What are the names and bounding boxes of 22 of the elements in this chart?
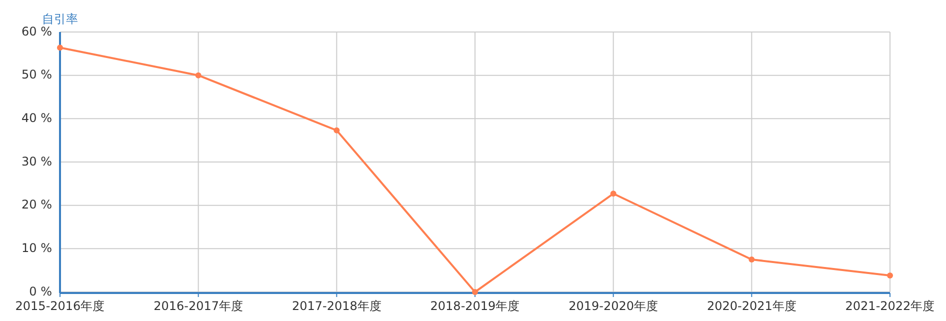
point [57, 44, 63, 51]
x-tick-label: 2015-2016年度 [15, 299, 105, 313]
x-tick-label: 2017-2018年度 [292, 299, 382, 313]
x-tick-label: 2016-2017年度 [154, 299, 244, 313]
x-tick-label: 2021-2022年度 [845, 299, 935, 313]
x-tick-label: 2018-2019年度 [430, 299, 520, 313]
point [887, 272, 893, 279]
x-tick-label: 2019-2020年度 [568, 299, 658, 313]
point [610, 190, 616, 197]
y-tick-label: 60 % [22, 24, 52, 38]
y-tick-label: 50 % [22, 68, 52, 82]
y-axis-title: 自引率 [42, 12, 78, 26]
point [472, 289, 478, 295]
point [334, 127, 340, 134]
y-tick-label: 20 % [22, 198, 52, 212]
y-tick-label: 0 % [29, 284, 52, 298]
y-tick-label: 40 % [22, 110, 52, 125]
y-tick-label: 10 % [22, 240, 52, 255]
point [195, 72, 202, 78]
x-tick-label: 2020-2021年度 [706, 299, 796, 313]
y-tick-label: 30 % [22, 154, 52, 168]
point [748, 256, 755, 262]
